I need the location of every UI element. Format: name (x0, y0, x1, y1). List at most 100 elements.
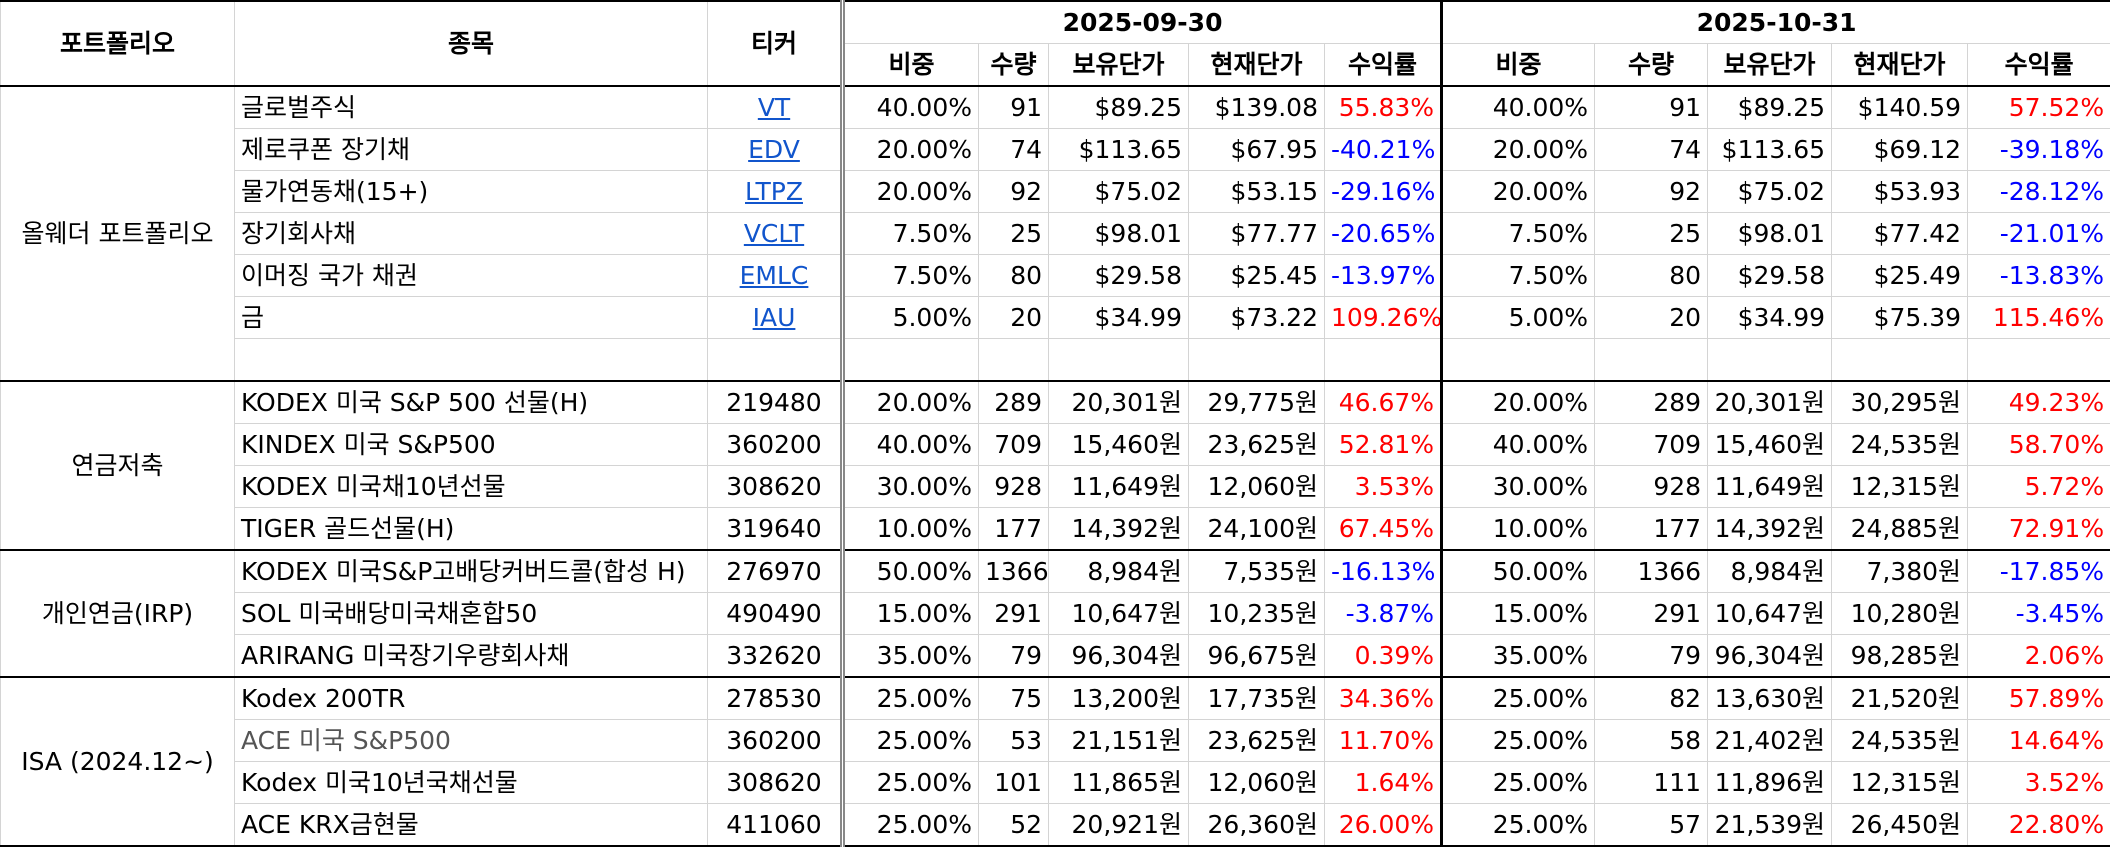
header-item: 종목 (234, 0, 708, 87)
header-date-1: 2025-09-30 (839, 0, 1443, 44)
current-price-cell: $77.77 (1188, 212, 1325, 255)
quantity-cell: 25 (1594, 212, 1709, 255)
subheader-2-4: 수익률 (1967, 43, 2110, 87)
weight-cell: 15.00% (1440, 592, 1596, 635)
item-name (234, 338, 708, 382)
avg-price-cell: 21,402원 (1707, 719, 1833, 762)
current-price-cell (1188, 338, 1325, 382)
return-cell: 115.46% (1967, 296, 2110, 339)
table-row: Kodex 미국10년국채선물 308620 25.00% 101 11,865원 12,… (1, 761, 2110, 804)
current-price-cell (1831, 338, 1969, 382)
current-price-cell: 12,315원 (1831, 761, 1969, 804)
avg-price-cell: 10,647원 (1707, 592, 1833, 635)
ticker-cell: 319640 (707, 507, 843, 551)
weight-cell: 30.00% (1440, 465, 1596, 508)
ticker-link[interactable]: LTPZ (745, 177, 803, 206)
quantity-cell: 79 (978, 634, 1049, 678)
quantity-cell (1594, 338, 1709, 382)
current-price-cell: 23,625원 (1188, 423, 1325, 466)
quantity-cell: 289 (1594, 380, 1709, 424)
ticker-cell: VCLT (707, 212, 843, 255)
quantity-cell: 53 (978, 719, 1049, 762)
avg-price-cell: $75.02 (1048, 170, 1189, 213)
quantity-cell: 709 (978, 423, 1049, 466)
current-price-cell: $75.39 (1831, 296, 1969, 339)
avg-price-cell: 11,896원 (1707, 761, 1833, 804)
subheader-1-4: 수익률 (1323, 43, 1443, 87)
weight-cell: 25.00% (840, 761, 979, 804)
quantity-cell: 79 (1594, 634, 1709, 678)
weight-cell: 20.00% (840, 128, 979, 171)
current-price-cell: 12,315원 (1831, 465, 1969, 508)
weight-cell: 40.00% (1440, 423, 1596, 466)
avg-price-cell: 13,630원 (1707, 676, 1833, 720)
weight-cell: 25.00% (1440, 676, 1596, 720)
subheader-2-1: 수량 (1594, 43, 1709, 87)
weight-cell: 25.00% (1440, 761, 1596, 804)
ticker-link[interactable]: VT (757, 93, 791, 122)
weight-cell: 40.00% (1440, 85, 1596, 129)
ticker-cell: 278530 (707, 676, 843, 720)
current-price-cell: $140.59 (1831, 85, 1969, 129)
current-price-cell: 24,100원 (1188, 507, 1325, 551)
ticker-cell (707, 338, 843, 382)
ticker-link[interactable]: VCLT (743, 219, 805, 248)
return-cell: 2.06% (1967, 634, 2110, 678)
table-row: ACE 미국 S&P500 360200 25.00% 53 21,151원 23,625… (1, 719, 2110, 762)
current-price-cell: $77.42 (1831, 212, 1969, 255)
quantity-cell: 1366 (1594, 549, 1709, 593)
ticker-cell: EDV (707, 128, 843, 171)
quantity-cell: 91 (1594, 85, 1709, 129)
quantity-cell: 111 (1594, 761, 1709, 804)
return-cell: -16.13% (1323, 549, 1443, 593)
group-name: ISA (2024.12~) (0, 676, 235, 847)
return-cell: -17.85% (1967, 549, 2110, 593)
quantity-cell: 74 (978, 128, 1049, 171)
quantity-cell: 928 (978, 465, 1049, 508)
item-name: ACE 미국 S&P500 (234, 719, 708, 762)
header-date-2: 2025-10-31 (1440, 0, 2110, 44)
weight-cell: 5.00% (840, 296, 979, 339)
return-cell: -13.83% (1967, 254, 2110, 297)
item-name: 금 (234, 296, 708, 339)
current-price-cell: 24,535원 (1831, 423, 1969, 466)
weight-cell: 40.00% (840, 85, 979, 129)
return-cell: -3.45% (1967, 592, 2110, 635)
avg-price-cell: 96,304원 (1707, 634, 1833, 678)
return-cell: 58.70% (1967, 423, 2110, 466)
quantity-cell: 101 (978, 761, 1049, 804)
avg-price-cell: $89.25 (1707, 85, 1833, 129)
current-price-cell: $53.93 (1831, 170, 1969, 213)
table-row (1, 338, 2110, 382)
weight-cell: 10.00% (1440, 507, 1596, 551)
avg-price-cell: $98.01 (1707, 212, 1833, 255)
table-row: TIGER 골드선물(H) 319640 10.00% 177 14,392원 24,10… (1, 507, 2110, 551)
return-cell: 52.81% (1323, 423, 1443, 466)
subheader-2-0: 비중 (1440, 43, 1596, 87)
weight-cell: 20.00% (840, 380, 979, 424)
return-cell: 0.39% (1323, 634, 1443, 678)
table-row: 개인연금(IRP) KODEX 미국S&P고배당커버드콜(합성 H) 276970 5… (0, 549, 2110, 678)
avg-price-cell: 21,539원 (1707, 803, 1833, 847)
ticker-cell: 332620 (707, 634, 843, 678)
return-cell: 46.67% (1323, 380, 1443, 424)
weight-cell: 50.00% (1440, 549, 1596, 593)
current-price-cell: 12,060원 (1188, 465, 1325, 508)
current-price-cell: 24,535원 (1831, 719, 1969, 762)
ticker-cell: 360200 (707, 719, 843, 762)
item-name: ACE KRX금현물 (234, 803, 708, 847)
current-price-cell: 23,625원 (1188, 719, 1325, 762)
weight-cell: 7.50% (1440, 254, 1596, 297)
ticker-link[interactable]: IAU (752, 303, 796, 332)
current-price-cell: $53.15 (1188, 170, 1325, 213)
table-row: KODEX 미국채10년선물 308620 30.00% 928 11,649원 12,0… (1, 465, 2110, 508)
current-price-cell: $69.12 (1831, 128, 1969, 171)
ticker-link[interactable]: EMLC (739, 261, 809, 290)
avg-price-cell: $113.65 (1048, 128, 1189, 171)
ticker-cell: EMLC (707, 254, 843, 297)
quantity-cell: 291 (978, 592, 1049, 635)
group-name: 올웨더 포트폴리오 (0, 85, 235, 382)
quantity-cell: 177 (978, 507, 1049, 551)
item-name: KODEX 미국채10년선물 (234, 465, 708, 508)
ticker-link[interactable]: EDV (748, 135, 800, 164)
